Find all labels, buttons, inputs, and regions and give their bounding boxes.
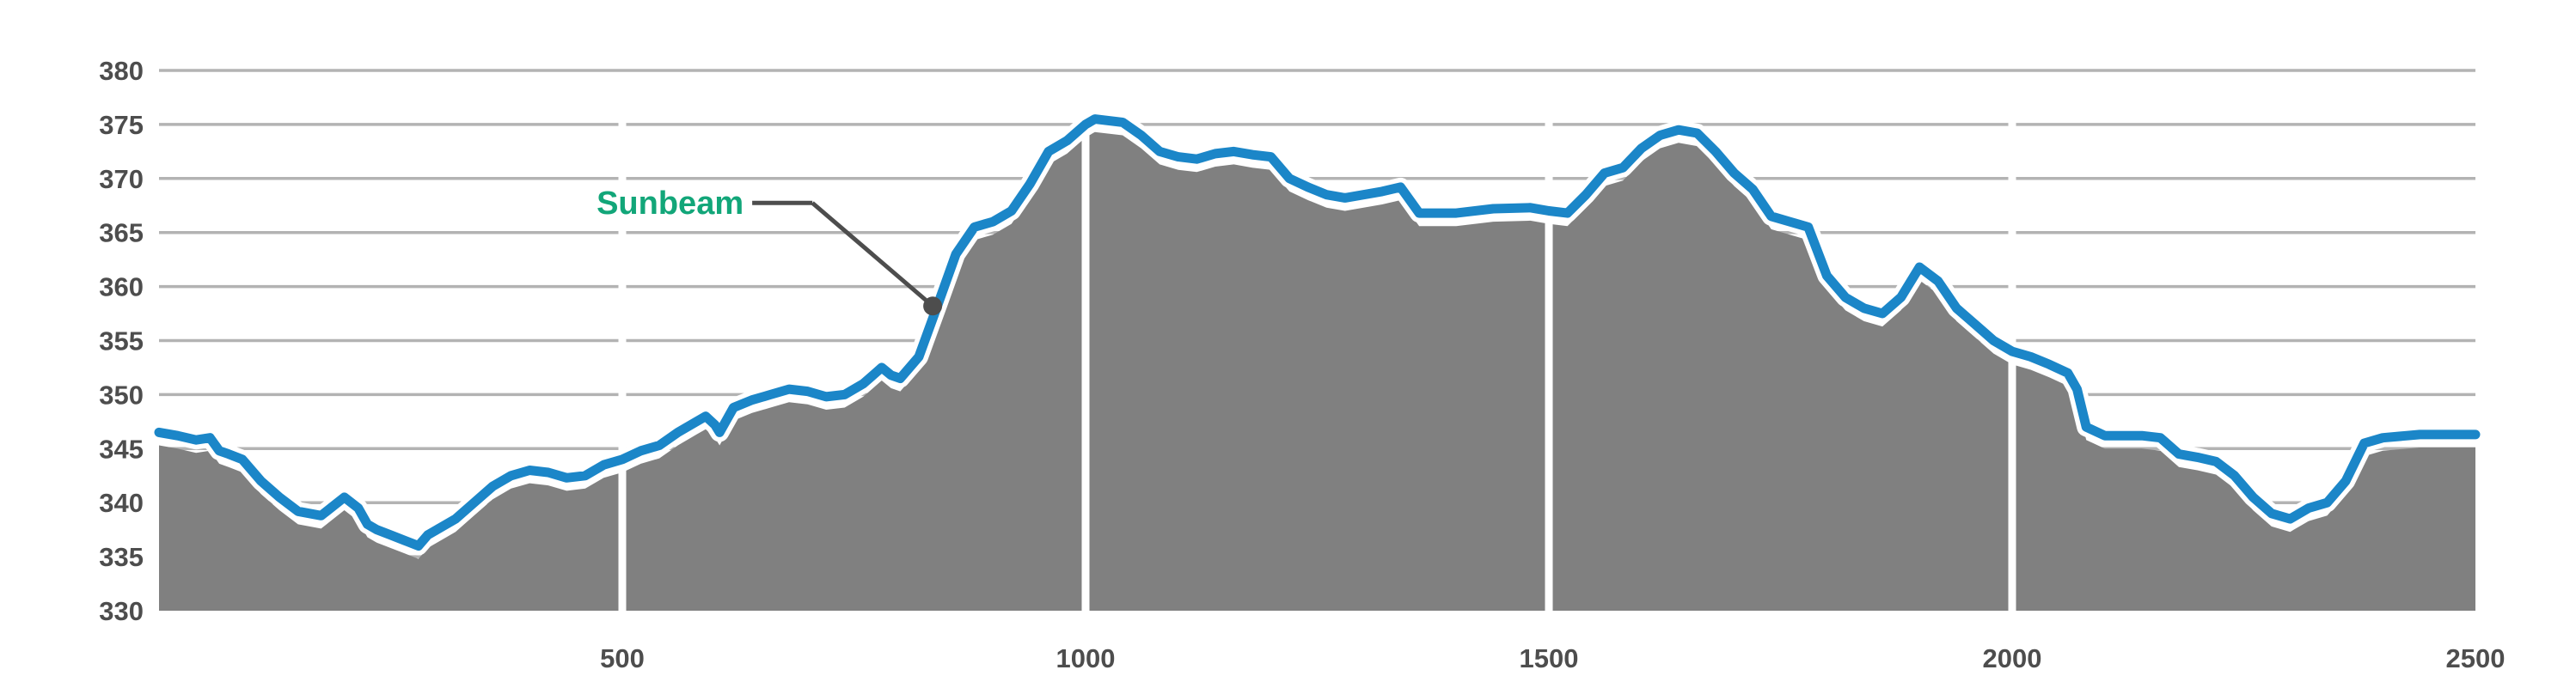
annotation-marker <box>923 296 943 316</box>
y-tick-label: 330 <box>99 596 144 626</box>
y-tick-label: 345 <box>99 434 144 464</box>
y-tick-label: 360 <box>99 272 144 302</box>
y-tick-label: 370 <box>99 164 144 194</box>
x-tick-label: 2000 <box>1983 643 2042 673</box>
elevation-series <box>150 109 2485 556</box>
y-tick-label: 365 <box>99 218 144 248</box>
x-axis-ticks: 500 1000 1500 2000 2500 <box>600 643 2505 673</box>
x-tick-label: 2500 <box>2446 643 2506 673</box>
y-tick-label: 380 <box>99 56 144 86</box>
y-tick-label: 335 <box>99 542 144 572</box>
x-tick-label: 1500 <box>1520 643 1579 673</box>
x-tick-label: 500 <box>600 643 645 673</box>
y-tick-label: 340 <box>99 488 144 518</box>
y-tick-label: 355 <box>99 326 144 356</box>
elevation-area-fill <box>159 131 2475 611</box>
y-tick-label: 375 <box>99 110 144 140</box>
annotation: Sunbeam <box>597 186 943 316</box>
annotation-leader-diagonal <box>811 201 934 308</box>
annotation-label: Sunbeam <box>597 186 743 222</box>
y-tick-label: 350 <box>99 380 144 410</box>
series-line <box>154 114 2481 551</box>
x-tick-label: 1000 <box>1056 643 1116 673</box>
elevation-area <box>159 131 2475 611</box>
y-axis-ticks: 330 335 340 345 350 355 360 365 370 375 380 <box>99 56 144 626</box>
